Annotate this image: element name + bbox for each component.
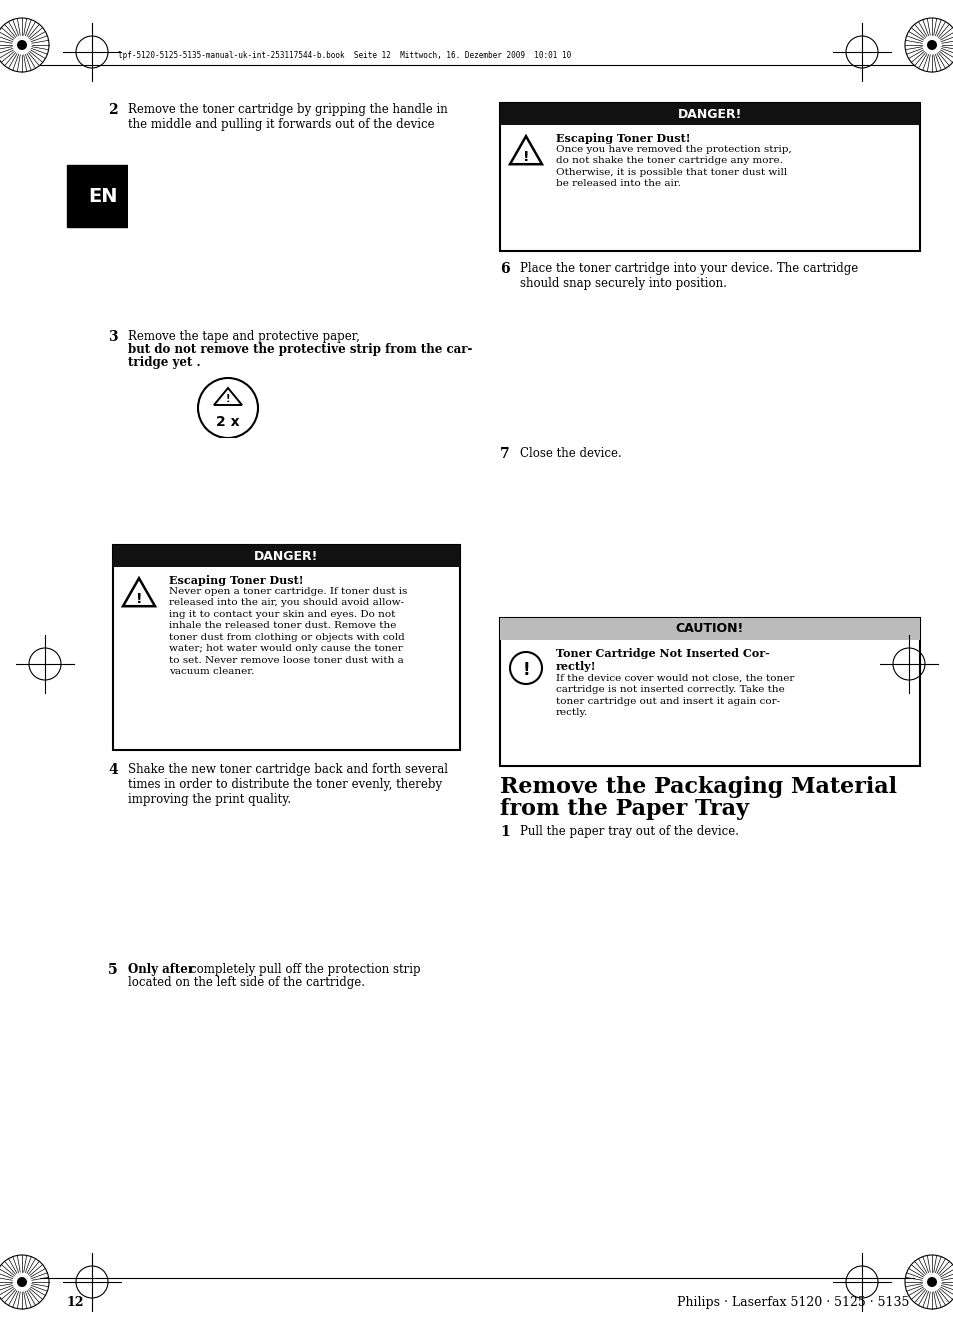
- Text: If the device cover would not close, the toner
cartridge is not inserted correct: If the device cover would not close, the…: [556, 674, 794, 718]
- Bar: [112, 545, 459, 567]
- Text: 2: 2: [108, 104, 117, 117]
- Text: located on the left side of the cartridge.: located on the left side of the cartridg…: [128, 975, 365, 989]
- Circle shape: [510, 652, 541, 683]
- Text: Pull the paper tray out of the device.: Pull the paper tray out of the device.: [519, 825, 739, 837]
- Text: !: !: [226, 394, 230, 403]
- Text: !: !: [522, 150, 529, 165]
- Bar: [499, 618, 919, 766]
- Bar: [499, 104, 919, 125]
- Circle shape: [17, 1277, 27, 1287]
- Polygon shape: [510, 137, 541, 165]
- Bar: [499, 104, 919, 251]
- Text: Remove the tape and protective paper,: Remove the tape and protective paper,: [128, 330, 363, 342]
- Bar: [112, 545, 459, 750]
- Text: 1: 1: [499, 825, 509, 839]
- Bar: [128, 143, 459, 318]
- Text: lpf-5120-5125-5135-manual-uk-int-253117544-b.book  Seite 12  Mittwoch, 16. Dezem: lpf-5120-5125-5135-manual-uk-int-2531175…: [118, 50, 571, 60]
- Text: !: !: [521, 661, 529, 679]
- Text: Place the toner cartridge into your device. The cartridge
should snap securely i: Place the toner cartridge into your devi…: [519, 261, 858, 291]
- Text: completely pull off the protection strip: completely pull off the protection strip: [190, 963, 420, 975]
- Text: 2 x: 2 x: [216, 415, 239, 429]
- Bar: [128, 438, 459, 533]
- Circle shape: [926, 40, 936, 50]
- Text: EN: EN: [89, 187, 117, 206]
- Text: Toner Cartridge Not Inserted Cor-
rectly!: Toner Cartridge Not Inserted Cor- rectly…: [556, 648, 769, 671]
- Text: DANGER!: DANGER!: [254, 549, 318, 563]
- Text: 4: 4: [108, 763, 117, 778]
- Bar: [519, 468, 919, 608]
- Text: Once you have removed the protection strip,
do not shake the toner cartridge any: Once you have removed the protection str…: [556, 145, 791, 188]
- Bar: [128, 820, 459, 950]
- Text: 6: 6: [499, 261, 509, 276]
- Text: !: !: [135, 592, 142, 606]
- Text: Escaping Toner Dust!: Escaping Toner Dust!: [556, 133, 690, 145]
- Text: tridge yet .: tridge yet .: [128, 356, 200, 369]
- Bar: [499, 618, 919, 640]
- Bar: [128, 1001, 459, 1131]
- Text: 7: 7: [499, 447, 509, 460]
- Circle shape: [17, 40, 27, 50]
- Text: Escaping Toner Dust!: Escaping Toner Dust!: [169, 575, 303, 587]
- Text: Remove the toner cartridge by gripping the handle in
the middle and pulling it f: Remove the toner cartridge by gripping t…: [128, 104, 447, 131]
- Text: Never open a toner cartridge. If toner dust is
released into the air, you should: Never open a toner cartridge. If toner d…: [169, 587, 407, 677]
- Polygon shape: [213, 387, 242, 405]
- Text: CAUTION!: CAUTION!: [675, 622, 743, 636]
- Text: Only after: Only after: [128, 963, 193, 975]
- Text: but do not remove the protective strip from the car-: but do not remove the protective strip f…: [128, 342, 472, 356]
- Text: 5: 5: [108, 963, 117, 977]
- Text: DANGER!: DANGER!: [677, 107, 741, 121]
- Text: from the Paper Tray: from the Paper Tray: [499, 798, 748, 820]
- Circle shape: [198, 378, 257, 438]
- Polygon shape: [123, 579, 154, 606]
- Bar: [67, 165, 139, 227]
- Bar: [519, 847, 919, 1022]
- Text: Philips · Laserfax 5120 · 5125 · 5135: Philips · Laserfax 5120 · 5125 · 5135: [676, 1296, 908, 1308]
- Bar: [519, 295, 919, 435]
- Text: Close the device.: Close the device.: [519, 447, 621, 460]
- Text: Remove the Packaging Material: Remove the Packaging Material: [499, 776, 896, 798]
- Text: 12: 12: [67, 1296, 85, 1308]
- Text: Shake the new toner cartridge back and forth several
times in order to distribut: Shake the new toner cartridge back and f…: [128, 763, 448, 805]
- Text: 3: 3: [108, 330, 117, 344]
- Circle shape: [926, 1277, 936, 1287]
